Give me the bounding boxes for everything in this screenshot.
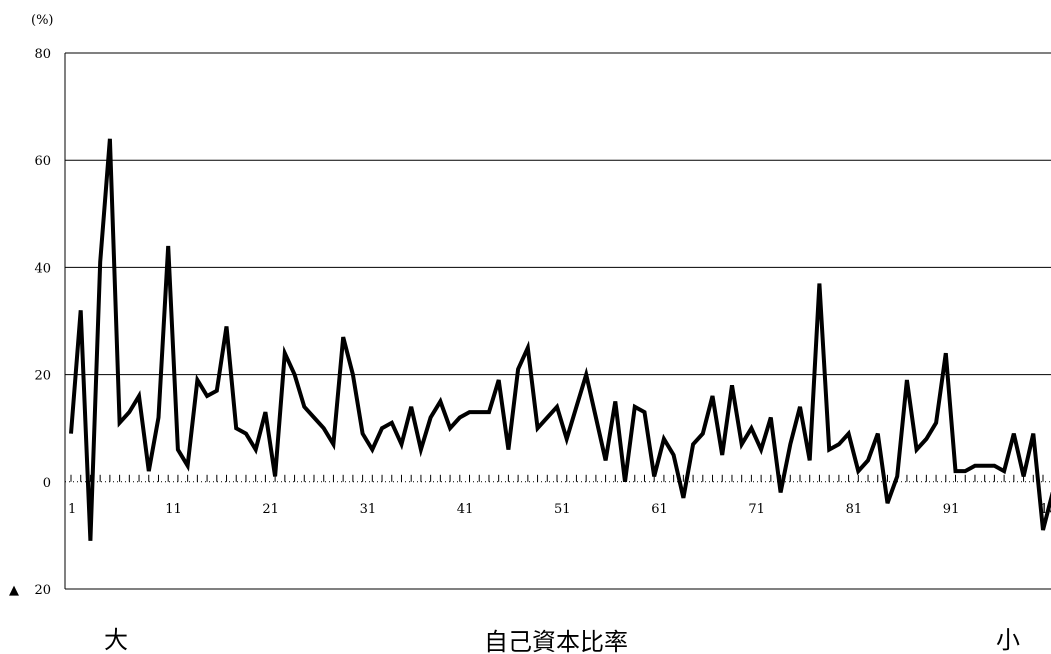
y-tick-label: 40 (34, 261, 51, 276)
x-tick-label: 91 (943, 502, 960, 517)
x-axis-title: 自己資本比率 (484, 628, 628, 654)
zero-axis-ticks (70, 474, 1044, 482)
y-tick-labels: 80 60 40 20 0 20 ▲ (9, 47, 51, 598)
x-tick-labels: 1112131415161718191101 (68, 502, 1051, 517)
x-tick-label: 61 (651, 502, 668, 517)
y-tick-label: 20 (34, 583, 51, 598)
x-tick-label: 1 (68, 502, 76, 517)
y-tick-label: 0 (43, 476, 51, 491)
x-tick-label: 11 (165, 502, 182, 517)
y-tick-label: 80 (34, 47, 51, 62)
left-marker-label: 大 (104, 626, 128, 654)
x-tick-label: 101 (1040, 502, 1051, 517)
negative-marker: ▲ (9, 583, 19, 598)
right-marker-label: 小 (996, 626, 1020, 654)
x-tick-label: 71 (748, 502, 765, 517)
series-line (69, 138, 1051, 541)
y-unit-label: (%) (31, 13, 54, 28)
y-tick-label: 60 (34, 154, 51, 169)
x-tick-label: 51 (554, 502, 571, 517)
x-tick-label: 41 (457, 502, 474, 517)
y-tick-label: 20 (34, 369, 51, 384)
x-tick-label: 81 (846, 502, 863, 517)
x-tick-label: 31 (360, 502, 377, 517)
x-tick-label: 21 (262, 502, 279, 517)
